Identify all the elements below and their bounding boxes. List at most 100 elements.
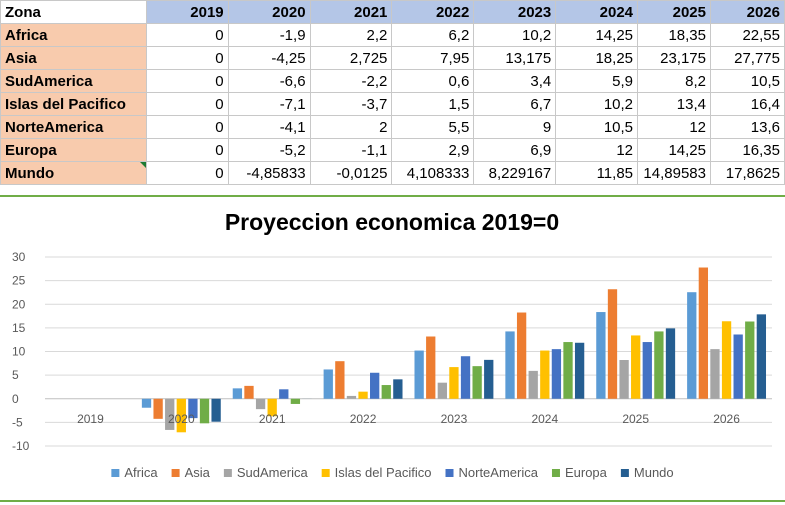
value-cell[interactable]: -3,7: [309, 92, 393, 116]
bar-asia[interactable]: [426, 336, 436, 399]
bar-europa[interactable]: [472, 366, 482, 399]
value-cell[interactable]: -4,25: [227, 46, 311, 70]
zone-cell[interactable]: NorteAmerica: [0, 115, 147, 139]
bar-mundo[interactable]: [756, 314, 767, 399]
value-cell[interactable]: 7,95: [391, 46, 475, 70]
legend-label[interactable]: SudAmerica: [237, 465, 309, 480]
value-cell[interactable]: 4,108333: [391, 161, 475, 185]
bar-europa[interactable]: [290, 398, 301, 404]
value-cell[interactable]: 14,25: [637, 138, 711, 162]
bar-asia[interactable]: [153, 398, 163, 419]
value-cell[interactable]: -2,2: [309, 69, 393, 93]
bar-norteamerica[interactable]: [551, 349, 562, 399]
value-cell[interactable]: 22,55: [710, 23, 785, 47]
header-year[interactable]: 2023: [473, 0, 557, 24]
bar-sudamerica[interactable]: [619, 360, 629, 399]
value-cell[interactable]: 13,6: [710, 115, 785, 139]
bar-africa[interactable]: [596, 312, 606, 399]
value-cell[interactable]: 10,5: [710, 69, 785, 93]
header-year[interactable]: 2019: [145, 0, 229, 24]
bar-asia[interactable]: [335, 361, 345, 399]
value-cell[interactable]: 8,229167: [473, 161, 557, 185]
bar-mundo[interactable]: [211, 398, 221, 422]
value-cell[interactable]: 5,5: [391, 115, 475, 139]
bar-asia[interactable]: [607, 289, 618, 399]
value-cell[interactable]: 3,4: [473, 69, 557, 93]
bar-europa[interactable]: [199, 398, 210, 424]
bar-africa[interactable]: [414, 350, 424, 399]
bar-norteamerica[interactable]: [642, 342, 652, 399]
bar-africa[interactable]: [687, 292, 697, 399]
bar-europa[interactable]: [654, 331, 664, 399]
value-cell[interactable]: 1,5: [391, 92, 475, 116]
zone-cell[interactable]: Mundo: [0, 161, 147, 185]
value-cell[interactable]: 14,89583: [637, 161, 711, 185]
value-cell[interactable]: 13,4: [637, 92, 711, 116]
value-cell[interactable]: 0: [145, 46, 229, 70]
bar-mundo[interactable]: [574, 342, 585, 399]
bar-sudamerica[interactable]: [255, 398, 266, 410]
legend-label[interactable]: Islas del Pacifico: [335, 465, 432, 480]
value-cell[interactable]: -5,2: [227, 138, 311, 162]
bar-sudamerica[interactable]: [710, 349, 720, 399]
bar-sudamerica[interactable]: [165, 398, 175, 430]
bar-africa[interactable]: [323, 369, 333, 399]
value-cell[interactable]: -0,0125: [309, 161, 393, 185]
bar-norteamerica[interactable]: [733, 334, 743, 399]
legend-label[interactable]: Africa: [124, 465, 158, 480]
bar-norteamerica[interactable]: [188, 398, 198, 419]
value-cell[interactable]: 6,9: [473, 138, 557, 162]
value-cell[interactable]: 0: [145, 161, 229, 185]
bar-mundo[interactable]: [393, 379, 403, 399]
value-cell[interactable]: 10,2: [473, 23, 557, 47]
legend-label[interactable]: Europa: [565, 465, 608, 480]
bar-norteamerica[interactable]: [370, 372, 380, 399]
value-cell[interactable]: 5,9: [555, 69, 639, 93]
value-cell[interactable]: 17,8625: [710, 161, 785, 185]
bar-africa[interactable]: [232, 388, 243, 399]
bar-sudamerica[interactable]: [437, 382, 447, 399]
value-cell[interactable]: 2: [309, 115, 393, 139]
value-cell[interactable]: 23,175: [637, 46, 711, 70]
bar-europa[interactable]: [745, 321, 755, 399]
header-year[interactable]: 2020: [227, 0, 311, 24]
value-cell[interactable]: -4,85833: [227, 161, 311, 185]
zone-cell[interactable]: Islas del Pacifico: [0, 92, 147, 116]
value-cell[interactable]: 13,175: [473, 46, 557, 70]
header-year[interactable]: 2022: [391, 0, 475, 24]
header-zona[interactable]: Zona: [0, 0, 147, 24]
value-cell[interactable]: 6,7: [473, 92, 557, 116]
value-cell[interactable]: 2,2: [309, 23, 393, 47]
bar-africa[interactable]: [505, 331, 515, 399]
bar-islas-del-pacifico[interactable]: [721, 321, 732, 399]
value-cell[interactable]: 18,25: [555, 46, 639, 70]
header-year[interactable]: 2021: [309, 0, 393, 24]
value-cell[interactable]: -4,1: [227, 115, 311, 139]
value-cell[interactable]: 2,9: [391, 138, 475, 162]
value-cell[interactable]: 11,85: [555, 161, 639, 185]
value-cell[interactable]: 0: [145, 138, 229, 162]
zone-cell[interactable]: SudAmerica: [0, 69, 147, 93]
bar-asia[interactable]: [698, 267, 709, 399]
bar-norteamerica[interactable]: [279, 389, 289, 399]
header-year[interactable]: 2025: [637, 0, 711, 24]
bar-islas-del-pacifico[interactable]: [267, 398, 277, 417]
value-cell[interactable]: 12: [555, 138, 639, 162]
bar-islas-del-pacifico[interactable]: [176, 398, 186, 433]
value-cell[interactable]: 10,2: [555, 92, 639, 116]
bar-europa[interactable]: [381, 385, 391, 399]
value-cell[interactable]: 9: [473, 115, 557, 139]
bar-asia[interactable]: [516, 312, 527, 399]
value-cell[interactable]: 0,6: [391, 69, 475, 93]
value-cell[interactable]: 0: [145, 115, 229, 139]
value-cell[interactable]: -6,6: [227, 69, 311, 93]
bar-islas-del-pacifico[interactable]: [358, 391, 368, 399]
value-cell[interactable]: 14,25: [555, 23, 639, 47]
bar-mundo[interactable]: [665, 328, 676, 399]
value-cell[interactable]: 6,2: [391, 23, 475, 47]
value-cell[interactable]: 16,4: [710, 92, 785, 116]
zone-cell[interactable]: Africa: [0, 23, 147, 47]
value-cell[interactable]: -1,1: [309, 138, 393, 162]
value-cell[interactable]: 8,2: [637, 69, 711, 93]
header-year[interactable]: 2026: [710, 0, 785, 24]
